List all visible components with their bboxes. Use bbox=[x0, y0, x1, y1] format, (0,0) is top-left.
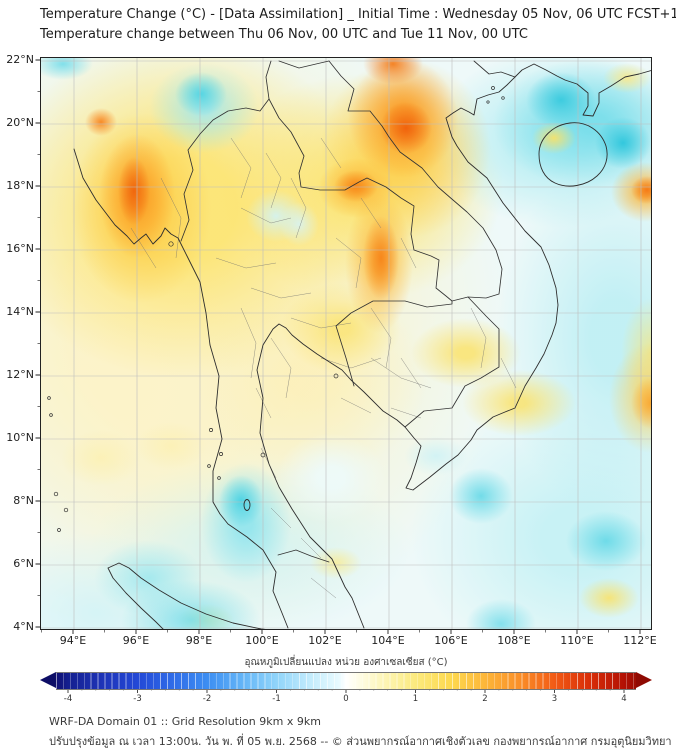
colorbar-tick-label: -1 bbox=[272, 694, 281, 704]
x-axis-tick-label: 96°E bbox=[122, 634, 150, 647]
y-axis-tick-label: 16°N bbox=[6, 242, 34, 255]
colorbar-tick-label: -4 bbox=[63, 694, 73, 704]
y-axis-tick-label: 8°N bbox=[13, 494, 34, 507]
x-axis-tick-label: 94°E bbox=[59, 634, 87, 647]
coastline-layer bbox=[73, 63, 651, 629]
x-axis-tick-label: 108°E bbox=[497, 634, 531, 647]
graticule-grid bbox=[41, 58, 651, 629]
country-borders bbox=[180, 60, 516, 563]
x-axis-tick-label: 110°E bbox=[560, 634, 594, 647]
colorbar-right-arrow bbox=[636, 672, 652, 688]
colorbar-tick-label: 0 bbox=[343, 694, 349, 704]
island-dots bbox=[47, 86, 505, 532]
map-canvas bbox=[40, 57, 652, 630]
footer-attribution: ปรับปรุงข้อมูล ณ เวลา 13:00น. วัน พ. ที่… bbox=[49, 735, 672, 748]
colorbar-tick-label: 3 bbox=[551, 694, 558, 704]
colorbar-label: อุณหภูมิเปลี่ยนแปลง หน่วย องศาเซลเซียส (… bbox=[244, 657, 448, 668]
colorbar-tick-label: -3 bbox=[133, 694, 142, 704]
x-axis-tick-label: 112°E bbox=[623, 634, 657, 647]
colorbar-tick-label: 1 bbox=[412, 694, 419, 704]
colorbar-segments bbox=[56, 673, 636, 689]
colorbar-tick-label: 4 bbox=[621, 694, 627, 704]
y-axis-tick-label: 18°N bbox=[6, 179, 34, 192]
y-axis-tick-label: 14°N bbox=[6, 305, 34, 318]
footer-domain-info: WRF-DA Domain 01 :: Grid Resolution 9km … bbox=[49, 715, 321, 728]
y-axis-tick-label: 20°N bbox=[6, 116, 34, 129]
colorbar-left-arrow bbox=[40, 672, 56, 688]
geography-layer bbox=[41, 58, 651, 629]
colorbar-tick-label: 2 bbox=[482, 694, 488, 704]
y-axis-tick-label: 4°N bbox=[13, 620, 34, 633]
figure-title: Temperature Change (°C) - [Data Assimila… bbox=[40, 7, 676, 22]
x-axis-tick-label: 98°E bbox=[185, 634, 213, 647]
temperature-field bbox=[41, 58, 651, 629]
colorbar-tick-label: -2 bbox=[202, 694, 212, 704]
x-axis-tick-label: 102°E bbox=[308, 634, 342, 647]
province-borders bbox=[130, 137, 517, 599]
x-axis-tick-label: 106°E bbox=[434, 634, 468, 647]
y-axis-tick-label: 6°N bbox=[13, 557, 34, 570]
y-axis-tick-label: 10°N bbox=[6, 431, 34, 444]
y-axis-tick-label: 22°N bbox=[6, 53, 34, 66]
figure-subtitle: Temperature change between Thu 06 Nov, 0… bbox=[40, 27, 528, 42]
y-axis-tick-label: 12°N bbox=[6, 368, 34, 381]
x-axis-tick-label: 104°E bbox=[371, 634, 405, 647]
x-axis-tick-label: 100°E bbox=[245, 634, 279, 647]
colorbar bbox=[56, 672, 636, 690]
